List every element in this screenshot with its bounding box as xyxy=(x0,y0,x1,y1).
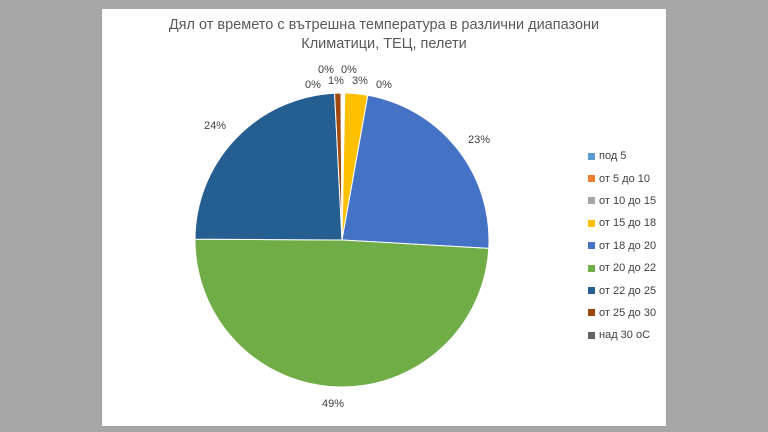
pie-slice xyxy=(194,92,343,241)
legend-item: от 15 до 18 xyxy=(588,212,664,234)
slice-data-label: 24% xyxy=(204,120,226,132)
legend-item: от 20 до 22 xyxy=(588,257,664,279)
legend-label: над 30 оС xyxy=(599,329,651,342)
pie-slice xyxy=(194,238,490,388)
legend-label: от 5 до 10 xyxy=(599,172,650,185)
slice-data-label: 0% xyxy=(305,79,321,91)
legend-swatch xyxy=(588,331,595,339)
legend-label: от 20 до 22 xyxy=(599,262,657,275)
legend-swatch xyxy=(588,264,595,272)
legend: под 5 от 5 до 10 от 10 до 15 от 15 до 18 от … xyxy=(588,145,664,347)
legend-item: от 5 до 10 xyxy=(588,167,664,189)
legend-label: от 22 до 25 xyxy=(599,284,657,297)
slice-data-label: 1% xyxy=(328,75,344,87)
slice-data-label: 3% xyxy=(352,75,368,87)
chart-subtitle: Климатици, ТЕЦ, пелети xyxy=(301,36,467,52)
legend-item: от 25 до 30 xyxy=(588,302,664,324)
chart-area: Дял от времето с вътрешна температура в … xyxy=(102,9,666,426)
legend-swatch xyxy=(588,242,595,250)
legend-swatch xyxy=(588,152,595,160)
slice-data-label: 0% xyxy=(318,64,334,76)
slice-data-label: 0% xyxy=(341,64,357,76)
legend-item: над 30 оС xyxy=(588,324,664,346)
legend-swatch xyxy=(588,287,595,295)
slice-data-label: 0% xyxy=(376,79,392,91)
legend-item: от 22 до 25 xyxy=(588,279,664,301)
chart-title: Дял от времето с вътрешна температура в … xyxy=(168,17,600,33)
legend-label: от 18 до 20 xyxy=(599,239,657,252)
legend-swatch xyxy=(588,219,595,227)
slice-data-label: 23% xyxy=(468,134,490,146)
pie-slice xyxy=(341,94,490,249)
legend-label: от 25 до 30 xyxy=(599,306,657,319)
legend-label: от 15 до 18 xyxy=(599,217,657,230)
chart-title-block: Дял от времето с вътрешна температура в … xyxy=(102,16,666,54)
slice-data-label: 49% xyxy=(322,398,344,410)
pie-chart: 0%0% 0%3%23%49%24%1% 0% xyxy=(194,64,490,410)
pie-slice xyxy=(340,92,343,241)
legend-swatch xyxy=(588,175,595,183)
legend-item: от 18 до 20 xyxy=(588,235,664,257)
legend-item: под 5 xyxy=(588,145,664,167)
legend-swatch xyxy=(588,309,595,317)
legend-label: под 5 xyxy=(599,150,627,163)
legend-item: от 10 до 15 xyxy=(588,190,664,212)
legend-label: от 10 до 15 xyxy=(599,194,657,207)
legend-swatch xyxy=(588,197,595,205)
